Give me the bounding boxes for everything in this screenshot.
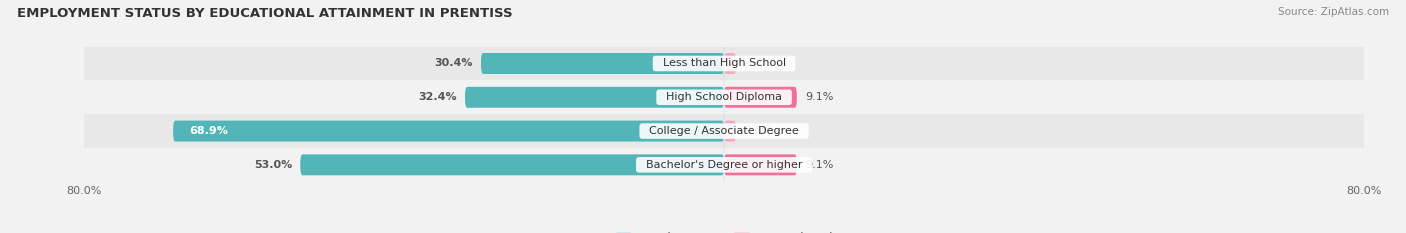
Text: 9.1%: 9.1% xyxy=(804,92,834,102)
Bar xyxy=(84,114,1364,148)
Text: 53.0%: 53.0% xyxy=(254,160,292,170)
Bar xyxy=(84,47,1364,80)
Text: College / Associate Degree: College / Associate Degree xyxy=(643,126,806,136)
FancyBboxPatch shape xyxy=(724,87,797,108)
Legend: In Labor Force, Unemployed: In Labor Force, Unemployed xyxy=(610,228,838,233)
Text: Source: ZipAtlas.com: Source: ZipAtlas.com xyxy=(1278,7,1389,17)
Text: EMPLOYMENT STATUS BY EDUCATIONAL ATTAINMENT IN PRENTISS: EMPLOYMENT STATUS BY EDUCATIONAL ATTAINM… xyxy=(17,7,513,20)
Text: 9.1%: 9.1% xyxy=(804,160,834,170)
Text: 0.0%: 0.0% xyxy=(744,58,772,69)
Text: 0.0%: 0.0% xyxy=(744,126,772,136)
FancyBboxPatch shape xyxy=(465,87,724,108)
Text: High School Diploma: High School Diploma xyxy=(659,92,789,102)
Bar xyxy=(84,80,1364,114)
Bar xyxy=(84,148,1364,182)
FancyBboxPatch shape xyxy=(724,121,737,141)
Text: Less than High School: Less than High School xyxy=(655,58,793,69)
FancyBboxPatch shape xyxy=(724,53,737,74)
FancyBboxPatch shape xyxy=(301,154,724,175)
FancyBboxPatch shape xyxy=(173,121,724,141)
Text: 30.4%: 30.4% xyxy=(434,58,472,69)
Text: 32.4%: 32.4% xyxy=(419,92,457,102)
FancyBboxPatch shape xyxy=(481,53,724,74)
FancyBboxPatch shape xyxy=(724,154,797,175)
Text: Bachelor's Degree or higher: Bachelor's Degree or higher xyxy=(638,160,810,170)
Text: 68.9%: 68.9% xyxy=(190,126,228,136)
